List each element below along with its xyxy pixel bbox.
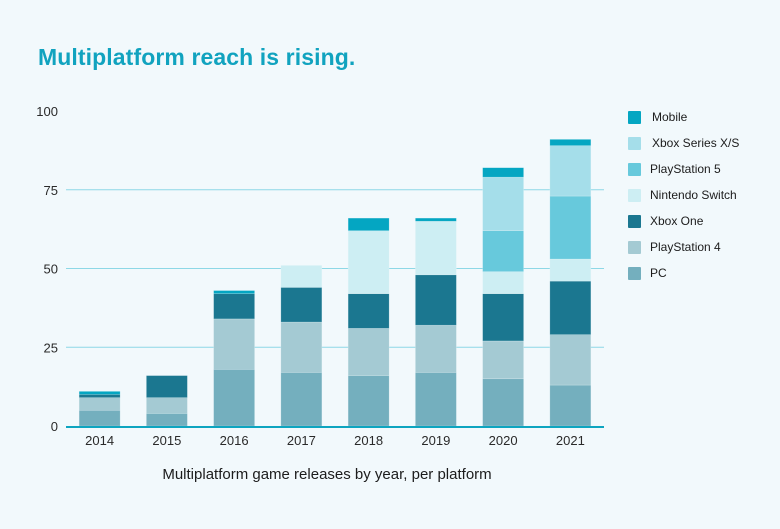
y-tick-label: 0 [51,419,58,434]
bars [78,139,592,427]
legend-label: Xbox Series X/S [652,136,740,150]
legend-label: Mobile [652,110,688,124]
bar-segment-pc-2021 [549,384,592,427]
legend-swatch [628,266,641,280]
bar-segment-nintendo-switch-2018 [347,230,390,294]
y-axis-ticks: 0 25 50 75 100 [36,104,58,434]
x-axis-ticks: 2014 2015 2016 2017 2018 2019 2020 2021 [85,433,585,448]
bar-segment-nintendo-switch-2017 [280,265,323,288]
x-tick-label: 2016 [220,433,249,448]
bar-segment-nintendo-switch-2020 [482,271,524,294]
legend-swatch [628,110,641,124]
x-tick-label: 2019 [421,433,450,448]
legend-label: PlayStation 4 [650,240,721,254]
legend-label: PlayStation 5 [650,162,721,176]
bar-segment-pc-2016 [213,368,255,427]
x-tick-label: 2015 [152,433,181,448]
bar-segment-playstation-5-2021 [549,195,592,260]
legend-item-xbox-one: Xbox One [628,208,739,234]
legend-swatch [628,188,641,202]
bar-segment-playstation-4-2015 [146,397,188,414]
legend-item-playstation-5: PlayStation 5 [628,156,739,182]
bar-segment-mobile-2020 [482,167,524,178]
bar-segment-pc-2017 [280,372,323,427]
x-axis-label: Multiplatform game releases by year, per… [162,466,491,483]
x-tick-label: 2020 [489,433,518,448]
chart-title: Multiplatform reach is rising. [38,44,356,70]
legend-item-mobile: Mobile [628,104,739,130]
x-tick-label: 2018 [354,433,383,448]
bar-segment-playstation-4-2016 [213,318,255,370]
bar-segment-xbox-one-2016 [213,293,255,320]
bar-segment-xbox-one-2017 [280,287,323,323]
legend-swatch [628,162,641,176]
bar-segment-pc-2018 [347,375,390,427]
legend-label: PC [650,266,667,280]
legend-label: Xbox One [650,214,704,228]
bar-segment-mobile-2019 [415,217,457,222]
bar-segment-playstation-4-2019 [415,324,457,373]
bar-segment-pc-2015 [146,413,188,427]
legend-item-nintendo-switch: Nintendo Switch [628,182,739,208]
bar-segment-xbox-one-2015 [146,375,188,398]
bar-segment-pc-2020 [482,378,524,427]
x-tick-label: 2021 [556,433,585,448]
bar-segment-mobile-2021 [549,139,592,146]
legend-swatch [628,214,641,228]
bar-stack-2016 [213,290,255,427]
bar-segment-playstation-4-2018 [347,328,390,376]
bar-segment-playstation-4-2021 [549,334,592,386]
bar-stack-2019 [415,217,457,427]
bar-segment-playstation-4-2017 [280,321,323,373]
y-tick-label: 50 [44,262,58,277]
y-tick-label: 75 [44,183,58,198]
bar-segment-mobile-2016 [213,290,255,294]
bar-stack-2020 [482,167,524,427]
bar-segment-xbox-one-2014 [78,394,121,398]
legend: Mobile Xbox Series X/S PlayStation 5 Ninten… [628,104,739,286]
bar-segment-mobile-2014 [78,391,121,395]
x-tick-label: 2014 [85,433,114,448]
bar-stack-2014 [78,391,121,427]
legend-swatch [628,240,641,254]
bar-segment-playstation-5-2020 [482,230,524,272]
bar-segment-nintendo-switch-2021 [549,258,592,282]
bar-segment-nintendo-switch-2019 [415,220,457,276]
bar-stack-2017 [280,265,323,427]
legend-label: Nintendo Switch [650,188,737,202]
legend-swatch [628,136,641,150]
y-tick-label: 100 [36,104,58,119]
bar-segment-xbox-one-2021 [549,280,592,335]
bar-segment-pc-2014 [78,409,121,427]
bar-stack-2015 [146,375,188,427]
bar-segment-playstation-4-2014 [78,397,121,411]
bar-segment-pc-2019 [415,372,457,427]
x-tick-label: 2017 [287,433,316,448]
bar-segment-mobile-2018 [347,217,390,232]
bar-segment-playstation-4-2020 [482,340,524,380]
legend-item-xbox-series-x-s: Xbox Series X/S [628,130,739,156]
bar-segment-xbox-one-2018 [347,293,390,329]
bar-segment-xbox-series-x-s-2021 [549,145,592,197]
bar-segment-xbox-one-2020 [482,293,524,342]
bar-stack-2018 [347,217,390,427]
y-tick-label: 25 [44,340,58,355]
legend-item-playstation-4: PlayStation 4 [628,234,739,260]
bar-segment-xbox-one-2019 [415,274,457,326]
bar-stack-2021 [549,139,592,427]
legend-item-pc: PC [628,260,739,286]
bar-segment-xbox-series-x-s-2020 [482,176,524,231]
